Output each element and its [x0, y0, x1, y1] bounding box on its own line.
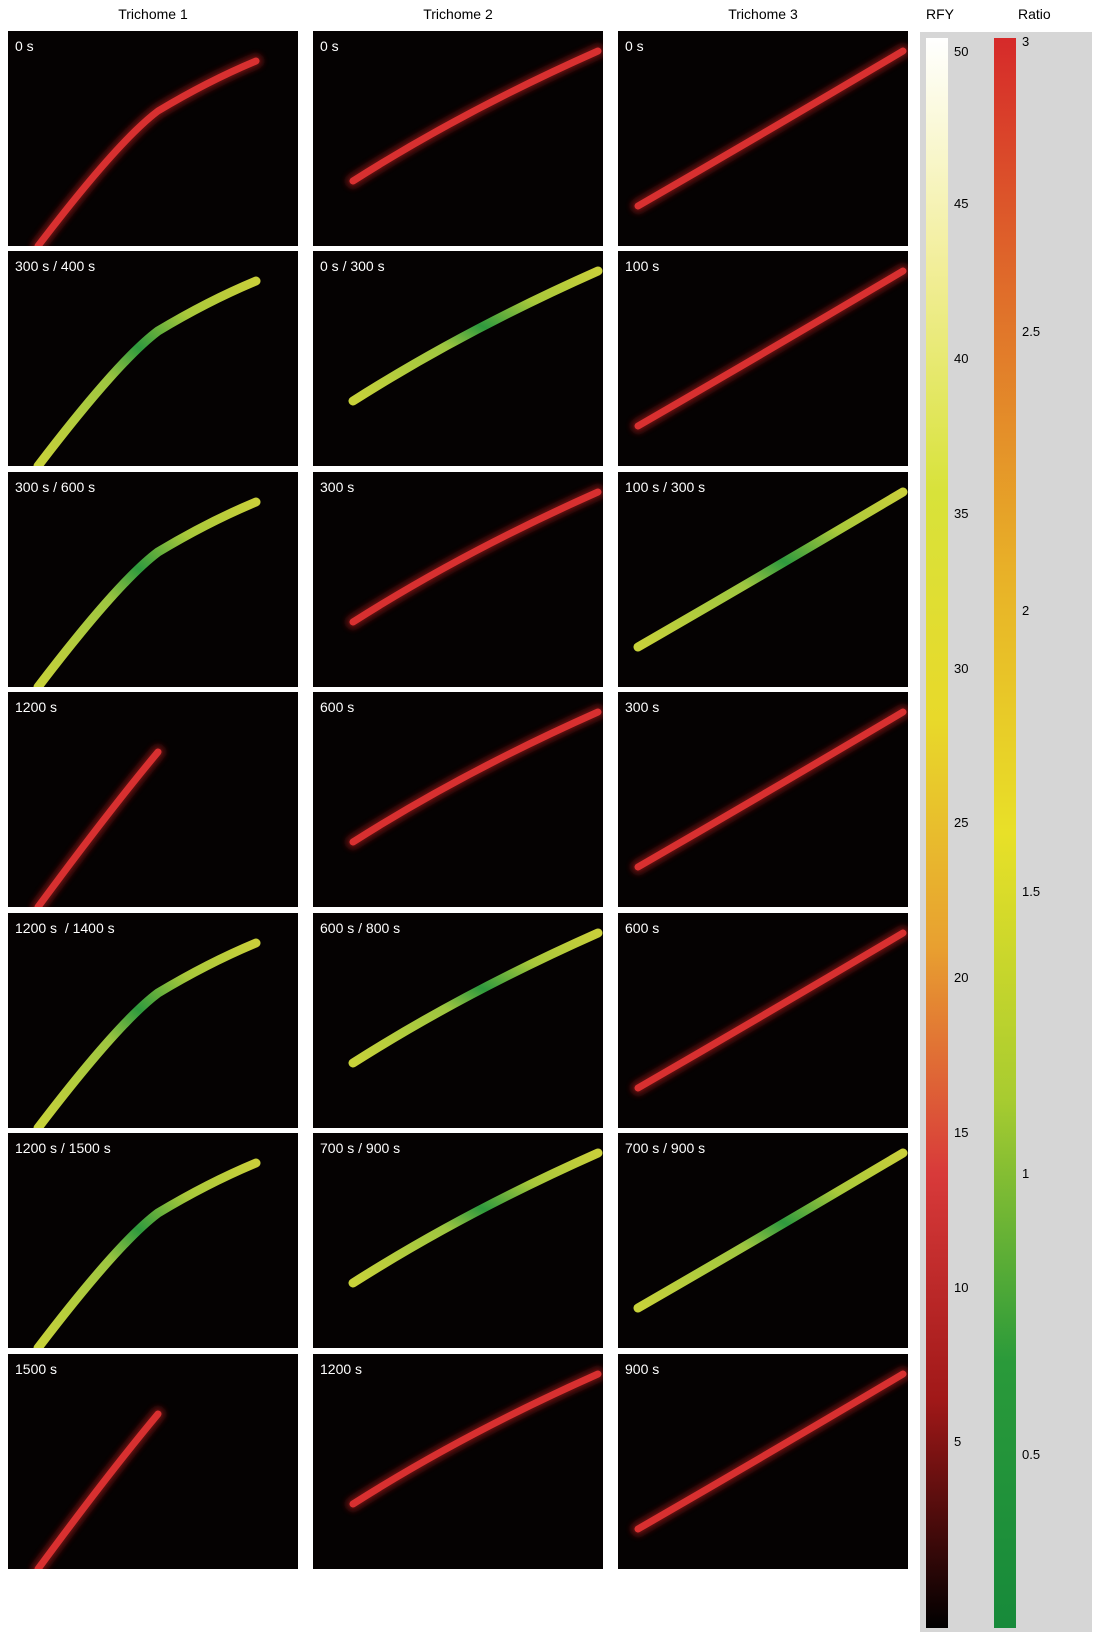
rfy-tick-label: 45: [954, 196, 969, 211]
column-title-2: Trichome 2: [423, 6, 493, 22]
ratio-tick-label: 0.5: [1022, 1447, 1041, 1462]
panel-time-label: 0 s / 300 s: [320, 258, 385, 274]
trichome-filament-image: [346, 485, 603, 629]
trichome-filament-image: [348, 1148, 603, 1288]
panel-time-label: 1200 s / 1400 s: [15, 920, 115, 936]
scale-bar: [797, 1577, 887, 1581]
trichome-filament-image: [348, 266, 603, 406]
rfy-bar-title: RFY: [926, 6, 954, 22]
trichome-filament-image: [631, 705, 908, 874]
micrograph-panel: 1200 s: [313, 1354, 603, 1569]
trichome-filament-image: [346, 705, 603, 849]
panel-time-label: 700 s / 900 s: [320, 1140, 401, 1156]
trichome-filament-image: [633, 1148, 908, 1313]
column-title-3: Trichome 3: [728, 6, 798, 22]
rfy-tick-label: 10: [954, 1280, 969, 1295]
micrograph-panel: 0 s: [313, 31, 603, 246]
column-title-1: Trichome 1: [118, 6, 188, 22]
trichome-filament-image: [33, 497, 261, 687]
trichome-filament-image: [633, 487, 908, 652]
micrograph-panel: 300 s: [618, 692, 908, 907]
micrograph-panel: 900 s: [618, 1354, 908, 1569]
trichome-filament-image: [631, 926, 908, 1095]
panel-time-label: 300 s: [320, 479, 355, 495]
panel-time-label: 100 s: [625, 258, 660, 274]
rfy-tick-label: 30: [954, 661, 969, 676]
trichome-filament-image: [33, 1158, 261, 1348]
micrograph-panel: 1200 s: [8, 692, 298, 907]
panel-time-label: 300 s / 600 s: [15, 479, 96, 495]
micrograph-panel: 700 s / 900 s: [313, 1133, 603, 1348]
panel-time-label: 300 s: [625, 699, 660, 715]
micrograph-panel: 0 s: [618, 31, 908, 246]
micrograph-panel: 600 s: [313, 692, 603, 907]
rfy-tick-label: 40: [954, 351, 969, 366]
ratio-tick-label: 1: [1022, 1166, 1030, 1181]
trichome-filament-image: [31, 1407, 165, 1569]
panel-time-label: 0 s: [625, 38, 644, 54]
micrograph-panel: 1500 s: [8, 1354, 298, 1569]
micrograph-panel: 1200 s / 1500 s: [8, 1133, 298, 1348]
panel-time-label: 0 s: [15, 38, 34, 54]
trichome-filament-image: [631, 44, 908, 213]
rfy-tick-label: 25: [954, 815, 969, 830]
micrograph-panel: 100 s: [618, 251, 908, 466]
micrograph-panel: 300 s / 600 s: [8, 472, 298, 687]
micrograph-panel: 0 s: [8, 31, 298, 246]
rfy-tick-label: 35: [954, 506, 969, 521]
rfy-tick-label: 5: [954, 1434, 962, 1449]
panel-time-label: 700 s / 900 s: [625, 1140, 706, 1156]
panel-time-label: 600 s / 800 s: [320, 920, 401, 936]
micrograph-panel: 0 s / 300 s: [313, 251, 603, 466]
trichome-filament-image: [346, 1367, 603, 1511]
trichome-filament-image: [33, 276, 261, 466]
panel-time-label: 1200 s / 1500 s: [15, 1140, 111, 1156]
micrograph-panel: 1200 s / 1400 s: [8, 913, 298, 1128]
ratio-tick-label: 2.5: [1022, 324, 1041, 339]
ratio-tick-label: 1.5: [1022, 884, 1041, 899]
panel-time-label: 1200 s: [15, 699, 58, 715]
rfy-tick-label: 50: [954, 44, 969, 59]
panel-time-label: 300 s / 400 s: [15, 258, 96, 274]
micrograph-panel: 300 s / 400 s: [8, 251, 298, 466]
ratio-bar-title: Ratio: [1018, 6, 1051, 22]
micrograph-panel: 100 s / 300 s: [618, 472, 908, 687]
panel-time-label: 900 s: [625, 1361, 660, 1377]
micrograph-panel: 600 s: [618, 913, 908, 1128]
trichome-filament-image: [631, 1367, 908, 1536]
rfy-tick-label: 20: [954, 970, 969, 985]
trichome-filament-image: [33, 938, 261, 1128]
trichome-filament-image: [346, 44, 603, 188]
panel-time-label: 100 s / 300 s: [625, 479, 706, 495]
trichome-filament-image: [31, 54, 263, 246]
ratio-tick-label: 2: [1022, 603, 1030, 618]
ratio-tick-label: 3: [1022, 34, 1030, 49]
panel-time-label: 600 s: [320, 699, 355, 715]
ratio-colorbar: [994, 38, 1016, 1628]
panel-time-label: 1200 s: [320, 1361, 363, 1377]
trichome-filament-image: [31, 745, 165, 907]
rfy-colorbar: [926, 38, 948, 1628]
panel-time-label: 0 s: [320, 38, 339, 54]
micrograph-panel: 300 s: [313, 472, 603, 687]
panel-time-label: 1500 s: [15, 1361, 58, 1377]
rfy-tick-label: 15: [954, 1125, 969, 1140]
panel-time-label: 600 s: [625, 920, 660, 936]
micrograph-panel: 700 s / 900 s: [618, 1133, 908, 1348]
trichome-filament-image: [631, 264, 908, 433]
micrograph-panel: 600 s / 800 s: [313, 913, 603, 1128]
trichome-filament-image: [348, 928, 603, 1068]
